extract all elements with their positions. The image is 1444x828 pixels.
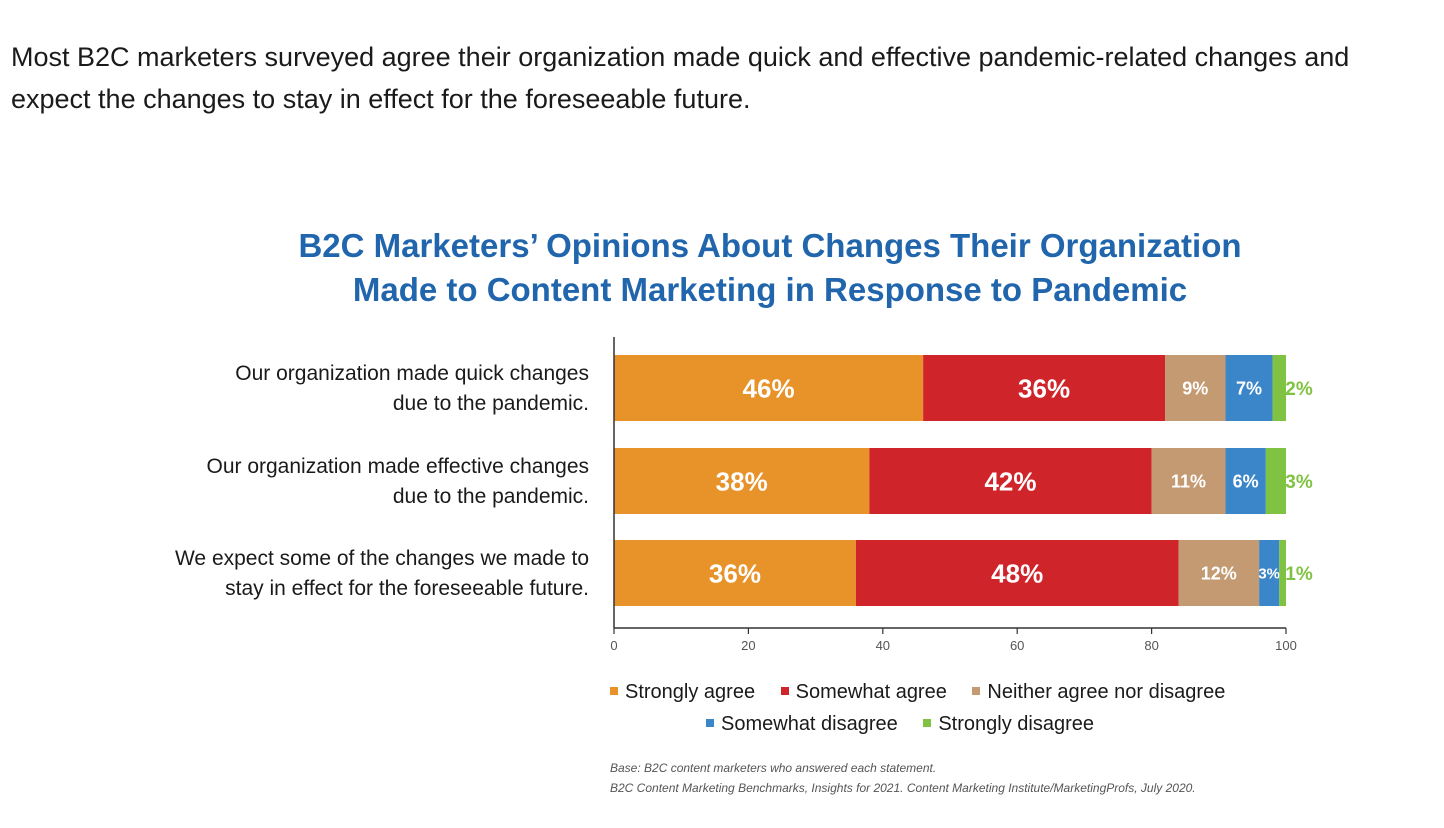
x-tick-label-100: 100: [1275, 638, 1297, 653]
chart-legend: Strongly agree Somewhat agree Neither ag…: [600, 676, 1225, 740]
bar-label-1-somewhat-disagree: 7%: [1236, 378, 1262, 398]
category-label-2-line-1: Our organization made effective changes: [206, 455, 589, 478]
legend-swatch-neither: [972, 686, 981, 695]
category-label-3-line-1: We expect some of the changes we made to: [175, 547, 589, 570]
x-tick-label-20: 20: [741, 638, 755, 653]
category-label-2-line-2: due to the pandemic.: [393, 485, 589, 508]
bar-1-neither-agree-nor-disagree: [1165, 355, 1226, 421]
bar-label-1-strongly-agree: 46%: [743, 373, 795, 403]
bar-label-3-strongly-disagree: 1%: [1285, 564, 1313, 585]
legend-swatch-strongly-disagree: [923, 718, 932, 727]
bar-1-strongly-agree: [614, 355, 924, 421]
legend-row-1: Strongly agree Somewhat agree Neither ag…: [600, 676, 1225, 708]
bar-label-2-somewhat-disagree: 6%: [1233, 471, 1259, 491]
bar-1-somewhat-disagree: [1225, 355, 1273, 421]
legend-label-somewhat-agree: Somewhat agree: [795, 681, 947, 703]
legend-label-strongly-agree: Strongly agree: [625, 681, 756, 703]
bar-label-2-somewhat-agree: 42%: [984, 466, 1036, 496]
legend-label-strongly-disagree: Strongly disagree: [938, 713, 1094, 735]
bar-3-strongly-disagree: [1279, 540, 1286, 606]
source-base: Base: B2C content marketers who answered…: [610, 761, 937, 775]
legend-item-strongly-agree: Strongly agree: [610, 676, 755, 708]
bar-2-neither-agree-nor-disagree: [1151, 448, 1226, 514]
legend-label-somewhat-disagree: Somewhat disagree: [721, 713, 898, 735]
bar-3-somewhat-agree: [855, 540, 1179, 606]
bar-label-2-neither-agree-nor-disagree: 11%: [1171, 471, 1206, 491]
chart-title: B2C Marketers’ Opinions About Changes Th…: [200, 224, 1340, 312]
bar-label-2-strongly-agree: 38%: [716, 466, 768, 496]
source-citation: B2C Content Marketing Benchmarks, Insigh…: [610, 781, 1196, 795]
bar-label-3-strongly-agree: 36%: [709, 558, 761, 588]
bar-3-neither-agree-nor-disagree: [1178, 540, 1260, 606]
legend-swatch-somewhat-agree: [780, 686, 789, 695]
bar-2-somewhat-disagree: [1225, 448, 1266, 514]
bar-3-strongly-agree: [614, 540, 856, 606]
bar-label-3-somewhat-disagree: 3%: [1258, 565, 1280, 582]
x-tick-label-80: 80: [1144, 638, 1158, 653]
bar-label-1-somewhat-agree: 36%: [1018, 373, 1070, 403]
legend-swatch-somewhat-disagree: [706, 718, 714, 727]
chart-source: Base: B2C content marketers who answered…: [610, 758, 1430, 798]
chart-title-line-1: B2C Marketers’ Opinions About Changes Th…: [298, 227, 1242, 264]
bar-2-strongly-agree: [614, 448, 870, 514]
bar-1-strongly-disagree: [1272, 355, 1286, 421]
bar-label-2-strongly-disagree: 3%: [1285, 472, 1313, 493]
legend-swatch-strongly-agree: [610, 686, 618, 695]
category-label-1-line-1: Our organization made quick changes: [235, 362, 589, 385]
category-label-1-line-2: due to the pandemic.: [393, 392, 589, 415]
legend-label-neither: Neither agree nor disagree: [987, 681, 1226, 703]
x-tick-label-0: 0: [610, 638, 617, 653]
chart-title-line-2: Made to Content Marketing in Response to…: [352, 271, 1188, 308]
legend-item-strongly-disagree: Strongly disagree: [923, 708, 1094, 740]
bar-2-strongly-disagree: [1265, 448, 1286, 514]
legend-row-2: Somewhat disagree Strongly disagree: [600, 708, 1200, 740]
legend-item-somewhat-disagree: Somewhat disagree: [706, 708, 898, 740]
category-label-3-line-2: stay in effect for the foreseeable futur…: [225, 577, 589, 600]
x-tick-label-40: 40: [876, 638, 890, 653]
legend-item-neither: Neither agree nor disagree: [972, 676, 1225, 708]
bar-label-3-neither-agree-nor-disagree: 12%: [1201, 563, 1237, 583]
bar-1-somewhat-agree: [923, 355, 1166, 421]
bar-label-1-strongly-disagree: 2%: [1285, 379, 1313, 400]
x-tick-label-60: 60: [1010, 638, 1024, 653]
legend-item-somewhat-agree: Somewhat agree: [780, 676, 947, 708]
bar-3-somewhat-disagree: [1259, 540, 1280, 606]
intro-text: Most B2C marketers surveyed agree their …: [11, 42, 1350, 114]
bar-label-3-somewhat-agree: 48%: [991, 558, 1043, 588]
bar-2-somewhat-agree: [869, 448, 1152, 514]
bar-label-1-neither-agree-nor-disagree: 9%: [1182, 378, 1208, 398]
